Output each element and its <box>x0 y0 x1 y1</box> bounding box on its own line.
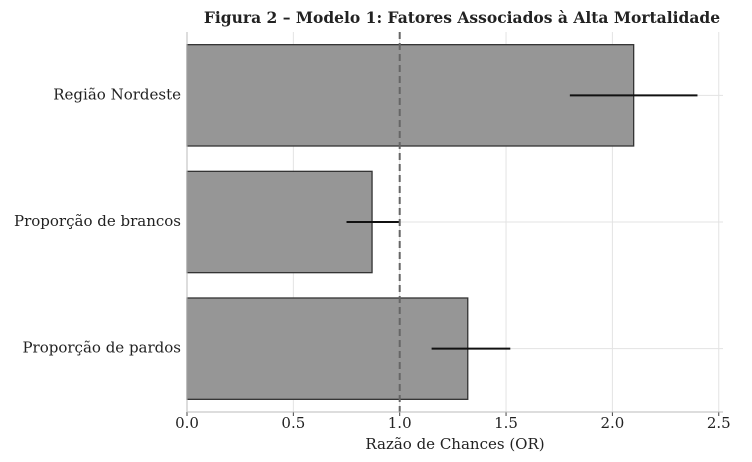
y-tick-label: Região Nordeste <box>53 85 181 103</box>
x-tick-label: 2.5 <box>707 414 731 432</box>
chart-title: Figura 2 – Modelo 1: Fatores Associados … <box>204 8 720 27</box>
bar <box>186 170 373 274</box>
x-tick-label: 0.5 <box>281 414 305 432</box>
y-tick-label: Proporção de brancos <box>14 212 181 230</box>
bar <box>186 44 635 147</box>
x-tick-label: 1.5 <box>494 414 518 432</box>
x-tick-label: 2.0 <box>600 414 624 432</box>
x-axis-label: Razão de Chances (OR) <box>365 435 544 453</box>
x-tick-label: 1.0 <box>388 414 412 432</box>
y-tick-label: Proporção de pardos <box>22 339 181 357</box>
x-tick-label: 0.0 <box>175 414 199 432</box>
bar <box>186 297 469 400</box>
